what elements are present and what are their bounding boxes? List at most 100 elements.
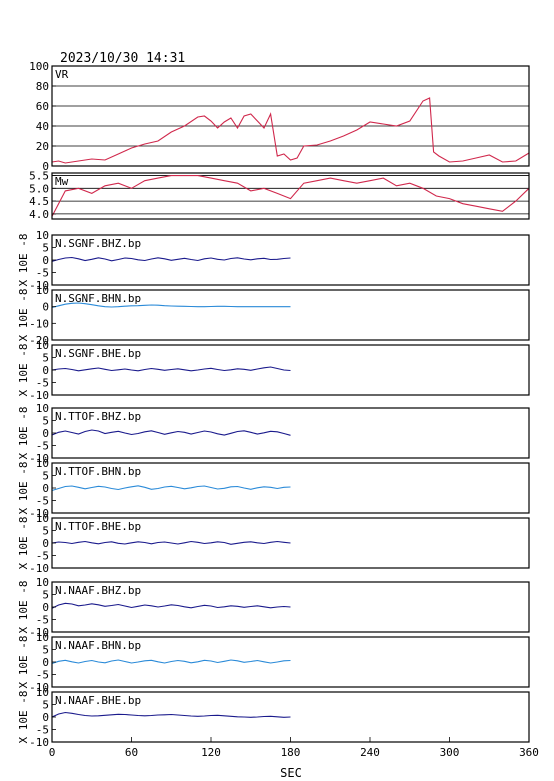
y-tick-label: 5 xyxy=(42,352,49,365)
y-tick-label: 20 xyxy=(36,140,49,153)
series-line xyxy=(51,256,291,262)
panel-frame xyxy=(51,289,530,341)
y-unit-label: X 10E -8 xyxy=(17,344,30,397)
panel-label: N.TTOF.BHE.bp xyxy=(55,520,141,533)
y-tick-label: 0 xyxy=(42,301,49,314)
panel-label: N.TTOF.BHN.bp xyxy=(55,465,141,478)
y-tick-label: -10 xyxy=(29,452,49,465)
y-unit-label: X 10E -8 xyxy=(17,517,30,570)
y-tick-label: 0 xyxy=(42,601,49,614)
y-tick-label: 5 xyxy=(42,415,49,428)
y-tick-label: 5 xyxy=(42,699,49,712)
y-tick-label: 80 xyxy=(36,80,49,93)
timestamp-title: 2023/10/30 14:31 xyxy=(60,51,185,66)
y-unit-label: X 10E -8 xyxy=(17,691,30,744)
series-line xyxy=(51,429,291,436)
y-tick-label: 0 xyxy=(42,254,49,267)
y-tick-label: -5 xyxy=(36,377,49,390)
y-tick-label: 10 xyxy=(36,284,49,297)
panel-1: 4.04.55.05.5 Mw xyxy=(29,170,530,221)
panel-3: -20 -10 0 10 N.SGNF.BHN.bp X 10E -8 xyxy=(17,284,530,347)
x-axis: 0 60 120 180 240 300 360 xyxy=(49,737,539,759)
y-tick-label: -5 xyxy=(36,440,49,453)
y-tick-label: -10 xyxy=(29,562,49,575)
y-tick-label: 4.0 xyxy=(29,208,49,221)
y-unit-label: X 10E -8 xyxy=(17,289,30,342)
y-tick-label: -10 xyxy=(29,317,49,330)
x-tick-label: 180 xyxy=(281,746,301,759)
panel-label: N.NAAF.BHZ.bp xyxy=(55,584,141,597)
y-tick-label: 5 xyxy=(42,242,49,255)
y-tick-label: 5 xyxy=(42,525,49,538)
y-tick-label: 10 xyxy=(36,686,49,699)
series-line xyxy=(51,366,291,372)
y-tick-label: 10 xyxy=(36,339,49,352)
y-tick-label: -5 xyxy=(36,724,49,737)
x-tick-label: 0 xyxy=(49,746,56,759)
y-unit-label: X 10E -8 xyxy=(17,636,30,689)
y-tick-label: 0 xyxy=(42,427,49,440)
y-tick-label: 10 xyxy=(36,229,49,242)
y-tick-label: -5 xyxy=(36,267,49,280)
y-tick-label: 5 xyxy=(42,589,49,602)
y-tick-label: 0 xyxy=(42,711,49,724)
y-tick-label: -5 xyxy=(36,550,49,563)
x-tick-label: 360 xyxy=(519,746,539,759)
y-tick-label: 10 xyxy=(36,457,49,470)
panel-label: N.TTOF.BHZ.bp xyxy=(55,410,141,423)
y-tick-label: 0 xyxy=(42,656,49,669)
y-tick-label: -5 xyxy=(36,495,49,508)
y-tick-label: 5.5 xyxy=(29,170,49,183)
panel-label: VR xyxy=(55,68,69,81)
y-tick-label: 4.5 xyxy=(29,195,49,208)
panel-frame xyxy=(51,65,530,167)
x-tick-label: 120 xyxy=(201,746,221,759)
series-line xyxy=(51,97,530,164)
x-tick-label: 240 xyxy=(360,746,380,759)
y-tick-label: -10 xyxy=(29,626,49,639)
y-tick-label: 0 xyxy=(42,364,49,377)
panel-label: N.SGNF.BHE.bp xyxy=(55,347,141,360)
x-axis-label: SEC xyxy=(280,766,302,780)
y-tick-label: -20 xyxy=(29,334,49,347)
panel-frame xyxy=(51,172,530,220)
y-tick-label: 5 xyxy=(42,470,49,483)
y-tick-label: 10 xyxy=(36,512,49,525)
y-tick-label: 5.0 xyxy=(29,182,49,195)
y-tick-label: 10 xyxy=(36,631,49,644)
y-tick-label: 0 xyxy=(42,537,49,550)
y-tick-label: -10 xyxy=(29,389,49,402)
y-tick-label: 60 xyxy=(36,100,49,113)
y-tick-label: 5 xyxy=(42,644,49,657)
y-unit-label: X 10E -8 xyxy=(17,581,30,634)
series-line xyxy=(51,711,291,718)
y-tick-label: -10 xyxy=(29,507,49,520)
series-line xyxy=(51,175,530,217)
panel-label: N.NAAF.BHN.bp xyxy=(55,639,141,652)
series-line xyxy=(51,485,291,492)
panel-label: N.SGNF.BHZ.bp xyxy=(55,237,141,250)
series-line xyxy=(51,540,291,545)
y-tick-label: -5 xyxy=(36,669,49,682)
y-unit-label: X 10E -8 xyxy=(17,462,30,515)
panel-0: 0 20 40 60 80 100 VR xyxy=(29,60,530,173)
y-unit-label: X 10E -8 xyxy=(17,234,30,287)
y-tick-label: 100 xyxy=(29,60,49,73)
y-tick-label: 10 xyxy=(36,576,49,589)
x-tick-label: 60 xyxy=(125,746,138,759)
y-tick-label: -5 xyxy=(36,614,49,627)
panel-label: N.NAAF.BHE.bp xyxy=(55,694,141,707)
panel-label: N.SGNF.BHN.bp xyxy=(55,292,141,305)
series-line xyxy=(51,659,291,665)
y-tick-label: 0 xyxy=(42,482,49,495)
series-line xyxy=(51,602,291,609)
